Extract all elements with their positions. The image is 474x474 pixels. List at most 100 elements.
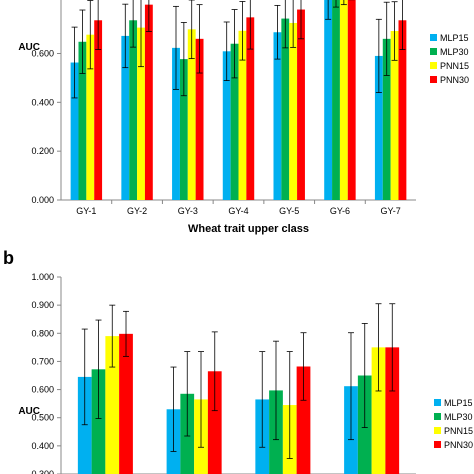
y-tick-label: 0.500 <box>31 413 54 423</box>
bar-pnn15-7 <box>390 31 399 201</box>
error-bar-pnn30-4 <box>389 303 396 392</box>
legend-swatch-mlp15 <box>430 34 437 41</box>
y-axis-label: AUC <box>18 42 40 53</box>
bar-pnn30-5 <box>297 9 305 201</box>
error-bar-mlp15-1 <box>81 328 88 426</box>
legend-swatch-mlp15 <box>434 399 441 406</box>
y-tick-label: 0.400 <box>31 441 54 451</box>
legend-label-pnn15: PNN15 <box>440 61 469 71</box>
bar-pnn15-4 <box>371 347 386 474</box>
error-bar-pnn30-1 <box>95 0 102 50</box>
error-bar-mlp30-2 <box>184 351 191 437</box>
error-bar-pnn15-5 <box>290 0 297 48</box>
legend-label-mlp30: MLP30 <box>440 47 469 57</box>
y-tick-label: 0.400 <box>31 97 54 107</box>
error-bar-mlp15-4 <box>223 21 230 81</box>
bar-pnn30-4 <box>385 347 400 474</box>
legend: MLP15 MLP30 PNN15 PNN30 <box>434 398 473 450</box>
error-bar-pnn30-3 <box>196 4 203 74</box>
bar-pnn15-3 <box>187 29 196 201</box>
error-bar-pnn15-2 <box>138 0 145 68</box>
bar-pnn30-2 <box>144 4 153 200</box>
error-bar-mlp30-4 <box>231 9 238 79</box>
error-bar-pnn30-2 <box>211 331 218 412</box>
error-bar-mlp15-2 <box>122 3 129 69</box>
bar-mlp30-2 <box>129 20 138 201</box>
error-bar-mlp15-2 <box>170 366 177 452</box>
bar-pnn30-7 <box>398 20 407 201</box>
error-bar-mlp15-4 <box>347 332 354 441</box>
bar-mlp30-1 <box>78 41 87 200</box>
bar-pnn15-4 <box>238 30 247 201</box>
x-tick-label: GY-2 <box>127 206 147 216</box>
y-tick-label: 0.800 <box>31 328 54 338</box>
error-bar-mlp15-5 <box>274 4 281 60</box>
error-bar-pnn30-4 <box>247 0 254 50</box>
bar-pnn30-3 <box>195 38 204 201</box>
bar-pnn15-1 <box>86 34 95 200</box>
y-tick-label: 0.600 <box>31 48 54 58</box>
error-bar-mlp15-3 <box>259 351 266 448</box>
x-tick-label: GY-1 <box>76 206 96 216</box>
x-axis-label: Wheat trait upper class <box>188 223 309 235</box>
error-bar-mlp30-1 <box>95 319 102 419</box>
panel-b-chart: b 0.300 0.400 0.500 0.600 0.700 0.800 0.900 1.00… <box>3 248 473 474</box>
legend-label-pnn30: PNN30 <box>444 440 473 450</box>
bar-mlp30-7 <box>382 38 391 201</box>
error-bar-pnn30-7 <box>399 0 406 50</box>
bar-mlp30-3 <box>179 59 188 201</box>
bar-mlp15-2 <box>121 35 130 200</box>
error-bar-mlp30-7 <box>383 1 390 76</box>
legend-swatch-pnn15 <box>434 427 441 434</box>
error-bar-pnn30-1 <box>123 310 130 357</box>
bar-mlp15-6 <box>324 0 333 200</box>
error-bar-pnn15-6 <box>340 0 347 6</box>
error-bar-pnn30-2 <box>145 0 152 32</box>
bar-pnn30-6 <box>347 0 356 200</box>
bar-mlp30-6 <box>332 0 340 201</box>
legend-swatch-mlp30 <box>430 48 437 55</box>
legend-label-mlp30: MLP30 <box>444 412 473 422</box>
bar-pnn30-4 <box>246 17 255 201</box>
error-bar-mlp30-2 <box>130 0 137 48</box>
y-tick-label: 0.300 <box>31 469 54 474</box>
bar-pnn15-2 <box>137 27 145 201</box>
x-tick-label: GY-5 <box>279 206 299 216</box>
bar-mlp30-5 <box>281 18 290 201</box>
legend-swatch-mlp30 <box>434 413 441 420</box>
x-tick-label: GY-3 <box>178 206 198 216</box>
bar-mlp15-4 <box>222 51 231 201</box>
bar-mlp15-3 <box>172 47 180 200</box>
x-tick-label: GY-4 <box>228 206 248 216</box>
y-tick-label: 1.000 <box>31 272 54 282</box>
bar-mlp15-5 <box>273 32 282 200</box>
bar-pnn15-1 <box>105 336 120 474</box>
error-bar-mlp15-1 <box>71 26 78 99</box>
x-tick-label: GY-7 <box>381 206 401 216</box>
y-tick-label: 0.200 <box>31 146 54 156</box>
legend-label-pnn30: PNN30 <box>440 75 469 85</box>
error-bar-mlp15-3 <box>172 5 179 90</box>
bar-pnn30-1 <box>94 20 103 201</box>
bar-pnn30-1 <box>119 333 133 474</box>
error-bar-mlp30-3 <box>180 22 187 97</box>
legend-label-pnn15: PNN15 <box>444 426 473 436</box>
bar-mlp15-1 <box>70 62 79 200</box>
bar-pnn15-6 <box>339 0 348 200</box>
legend-swatch-pnn30 <box>430 76 437 83</box>
bar-mlp30-4 <box>230 43 239 200</box>
error-bar-mlp30-6 <box>332 0 339 8</box>
error-bar-pnn15-3 <box>188 0 195 60</box>
bar-pnn15-5 <box>289 22 298 200</box>
y-tick-label: 0.900 <box>31 300 54 310</box>
legend-swatch-pnn15 <box>430 62 437 69</box>
panel-letter: b <box>3 248 14 268</box>
error-bar-mlp15-7 <box>375 18 382 93</box>
x-tick-label: GY-6 <box>330 206 350 216</box>
error-bar-pnn15-2 <box>198 351 205 448</box>
bar-mlp15-1 <box>77 376 92 474</box>
error-bar-mlp30-1 <box>79 9 86 74</box>
bar-pnn30-3 <box>296 366 311 474</box>
